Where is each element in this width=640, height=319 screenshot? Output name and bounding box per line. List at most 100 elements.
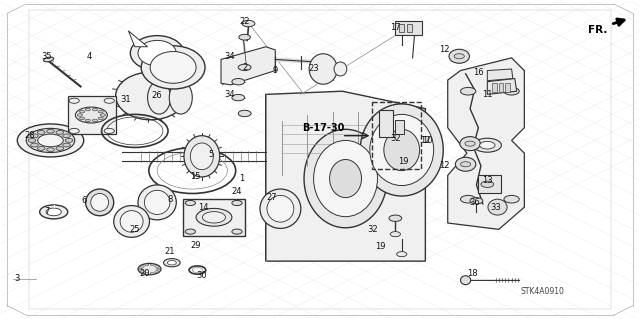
Circle shape [92,108,97,111]
Circle shape [397,252,407,257]
Circle shape [155,265,159,267]
Circle shape [69,128,79,133]
Text: 15: 15 [190,173,201,182]
Bar [182,199,245,236]
Text: 23: 23 [308,64,319,73]
Circle shape [28,138,36,142]
Bar [499,83,503,92]
Ellipse shape [314,140,378,217]
Bar [478,175,500,193]
Circle shape [79,110,84,113]
Text: 6: 6 [81,196,86,205]
Text: B-17-30: B-17-30 [302,123,344,133]
Text: 24: 24 [232,187,242,196]
Circle shape [164,259,180,267]
Text: FR.: FR. [588,26,607,35]
Circle shape [157,268,161,270]
Circle shape [47,148,54,152]
Ellipse shape [304,129,387,228]
Circle shape [17,124,84,157]
Bar [407,24,412,33]
Text: 14: 14 [198,203,209,211]
Text: 20: 20 [139,269,150,278]
Circle shape [65,138,73,142]
Text: 12: 12 [439,161,450,170]
Circle shape [47,129,54,133]
Circle shape [76,107,108,123]
Circle shape [138,263,161,275]
Ellipse shape [330,160,362,197]
Circle shape [185,200,195,205]
Bar [372,102,421,169]
Circle shape [63,143,70,147]
Ellipse shape [141,46,205,89]
Text: 28: 28 [24,131,35,140]
Circle shape [38,134,63,147]
Text: 11: 11 [482,90,493,99]
Ellipse shape [334,62,347,76]
Circle shape [56,146,63,150]
Circle shape [465,141,475,146]
Text: 18: 18 [467,269,477,278]
Circle shape [150,272,154,274]
Text: 7: 7 [44,207,49,216]
Circle shape [473,138,501,152]
Ellipse shape [184,136,220,177]
Polygon shape [487,78,516,94]
Circle shape [155,271,159,273]
Circle shape [79,117,84,120]
Circle shape [150,264,154,266]
Ellipse shape [370,115,434,186]
Circle shape [238,64,251,70]
Text: STK4A0910: STK4A0910 [520,287,564,296]
Circle shape [140,265,144,267]
Bar [492,83,497,92]
Polygon shape [487,69,513,81]
Ellipse shape [116,72,186,120]
Text: 21: 21 [164,247,175,256]
Text: 27: 27 [267,193,277,202]
Ellipse shape [460,137,480,151]
Text: 8: 8 [167,195,173,204]
Circle shape [63,134,70,138]
Circle shape [232,78,244,85]
Circle shape [239,34,250,40]
Ellipse shape [148,81,171,114]
Text: 19: 19 [398,157,408,166]
Circle shape [100,114,106,116]
Ellipse shape [91,194,109,211]
Circle shape [454,54,465,59]
Circle shape [69,98,79,103]
Bar [396,21,422,35]
Text: 36: 36 [469,198,480,207]
Ellipse shape [114,205,150,237]
Ellipse shape [190,143,213,170]
Text: 22: 22 [239,17,250,26]
Circle shape [481,181,493,188]
Text: 32: 32 [367,225,378,234]
Circle shape [98,117,103,120]
Ellipse shape [86,189,114,216]
Circle shape [31,134,38,138]
Text: 34: 34 [224,52,235,61]
Ellipse shape [120,211,143,232]
Text: 26: 26 [152,92,163,100]
Bar [379,110,393,137]
Circle shape [504,87,519,95]
Text: 10: 10 [422,136,433,145]
Ellipse shape [360,104,444,196]
Ellipse shape [260,189,301,228]
Circle shape [104,98,115,103]
Text: 17: 17 [390,23,401,32]
Polygon shape [221,47,275,85]
Circle shape [139,268,143,270]
Circle shape [145,264,148,266]
Ellipse shape [267,196,294,222]
Ellipse shape [456,157,476,171]
Circle shape [461,87,476,95]
Circle shape [168,261,176,265]
Text: 5: 5 [209,150,214,159]
Text: 29: 29 [190,241,201,250]
Circle shape [238,110,251,117]
Circle shape [196,208,232,226]
